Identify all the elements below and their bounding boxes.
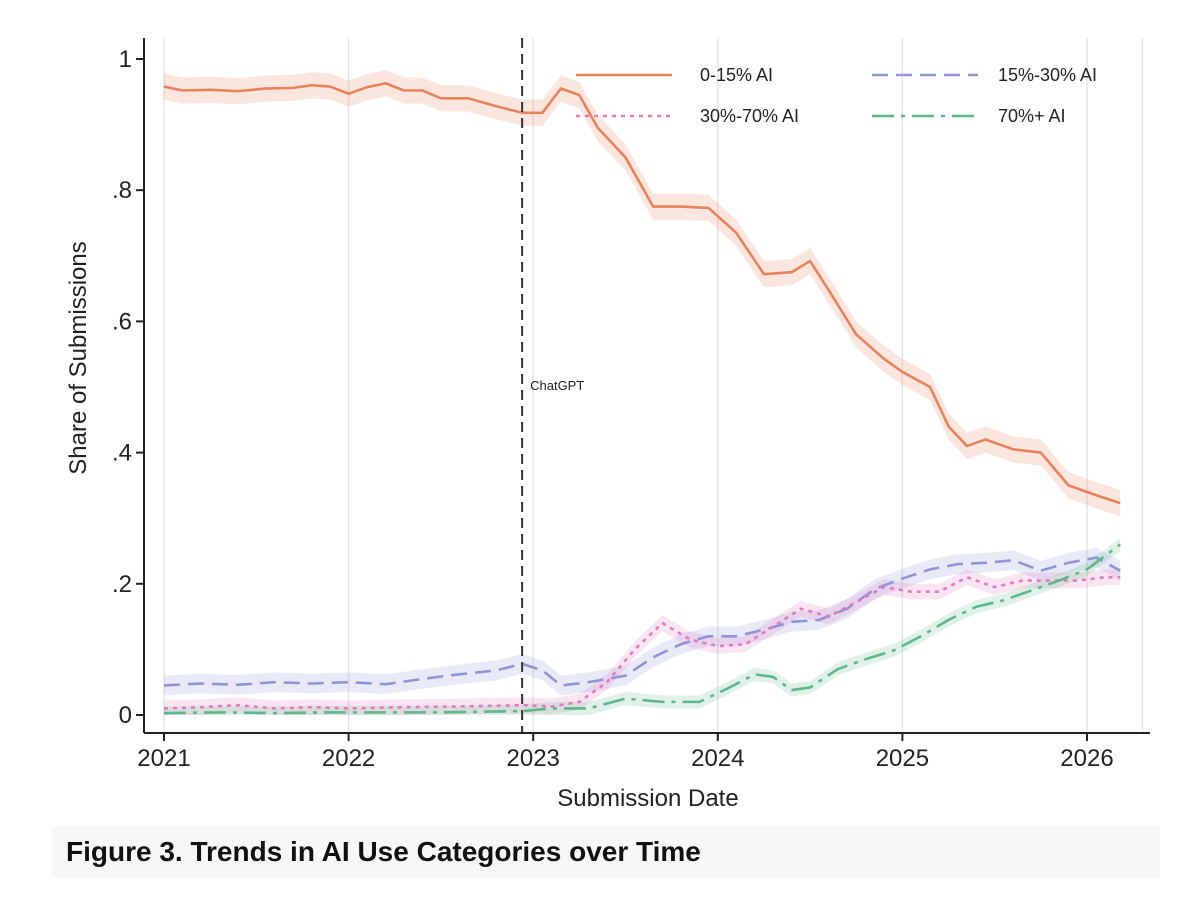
- series-line-70-ai: [163, 543, 1122, 715]
- band-0-15-ai: [164, 70, 1121, 517]
- chatgpt-label: ChatGPT: [530, 378, 584, 393]
- y-tick-label-1: .2: [112, 571, 132, 598]
- legend-label-70-ai: 70%+ AI: [998, 106, 1066, 126]
- x-tick-label-2023: 2023: [507, 745, 560, 772]
- chatgpt-annotation: ChatGPT: [521, 38, 584, 733]
- y-tick-label-5: 1: [119, 46, 132, 73]
- legend: 0-15% AI 15%-30% AI 30%-70% AI 70%+ AI: [576, 65, 1097, 126]
- y-tick-label-0: 0: [119, 702, 132, 729]
- band-30-70-ai: [164, 569, 1121, 715]
- x-tick-label-2024: 2024: [691, 745, 744, 772]
- x-tick-label-2025: 2025: [876, 745, 929, 772]
- vertical-gridlines: [163, 38, 1144, 733]
- series-line-0-15-ai: [163, 81, 1121, 505]
- series-line-15-30-ai: [163, 556, 1121, 687]
- legend-label-15-30-ai: 15%-30% AI: [998, 65, 1097, 85]
- y-tick-label-2: .4: [112, 440, 132, 467]
- axes: [143, 38, 1150, 734]
- x-tick-label-2026: 2026: [1060, 745, 1113, 772]
- tick-labels: 2021 2022 2023 2024 2025 2026 0 .2 .4 .6 .8 1: [112, 46, 1114, 772]
- legend-label-0-15-ai: 0-15% AI: [700, 65, 773, 85]
- band-70-ai: [164, 537, 1121, 715]
- series-line-30-70-ai: [163, 575, 1121, 710]
- y-axis-title: Share of Submissions: [65, 241, 92, 474]
- series-lines: [163, 81, 1122, 715]
- x-axis-title: Submission Date: [557, 785, 738, 812]
- legend-label-30-70-ai: 30%-70% AI: [700, 106, 799, 126]
- y-tick-label-3: .6: [112, 308, 132, 335]
- y-tick-label-4: .8: [112, 177, 132, 204]
- band-15-30-ai: [164, 547, 1121, 696]
- caption-background: [52, 826, 1160, 878]
- confidence-bands: [164, 70, 1121, 715]
- figure-caption: Figure 3. Trends in AI Use Categories ov…: [66, 836, 701, 867]
- x-tick-label-2021: 2021: [137, 745, 190, 772]
- x-tick-label-2022: 2022: [322, 745, 375, 772]
